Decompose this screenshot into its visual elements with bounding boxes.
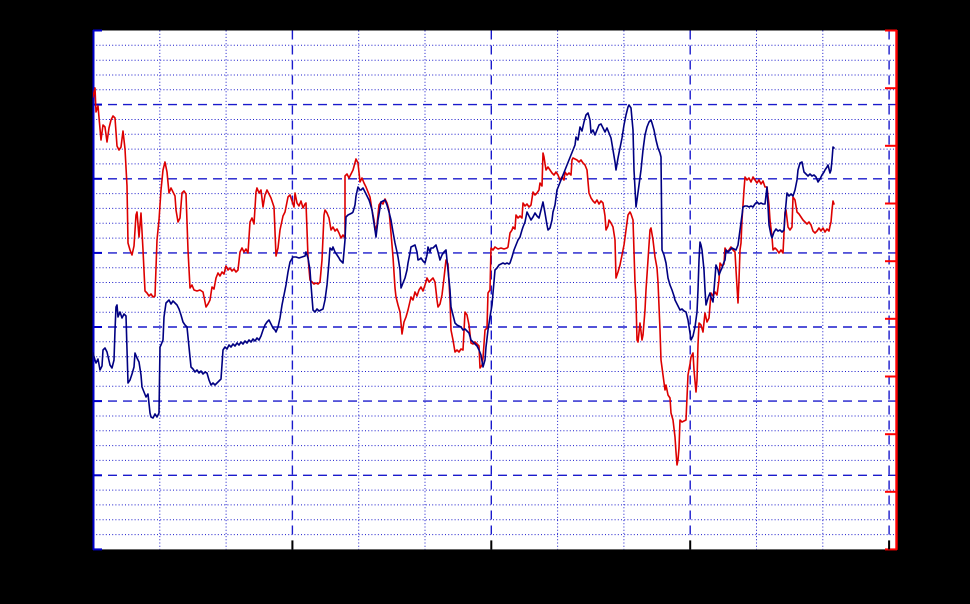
- navy-series-line: [93, 104, 835, 419]
- red-series-line: [93, 87, 835, 466]
- series-lines: [93, 87, 835, 466]
- minor-gridlines: [93, 30, 897, 550]
- major-gridlines: [93, 30, 897, 550]
- left-axis-ticks: [93, 29, 102, 551]
- bottom-axis-ticks: [291, 540, 891, 550]
- right-axis-ticks: [885, 29, 897, 551]
- plot-area: [93, 30, 897, 550]
